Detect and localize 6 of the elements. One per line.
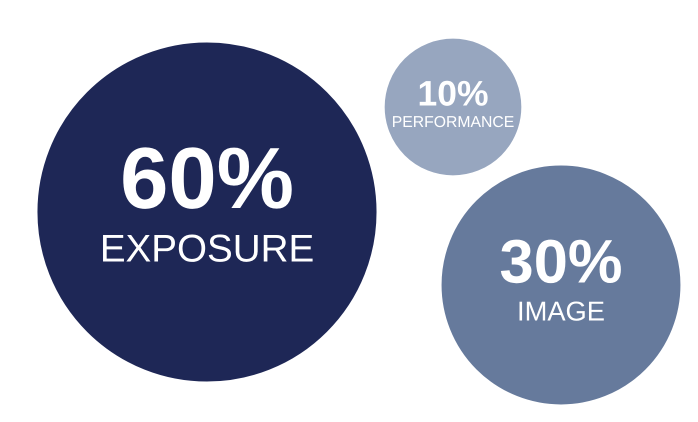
category-label: IMAGE: [517, 296, 605, 327]
category-label: PERFORMANCE: [392, 114, 514, 131]
data-label: 30%: [500, 227, 622, 296]
data-label: 60%: [120, 130, 294, 228]
data-label: 10%: [418, 73, 488, 114]
category-label: EXPOSURE: [100, 227, 314, 270]
